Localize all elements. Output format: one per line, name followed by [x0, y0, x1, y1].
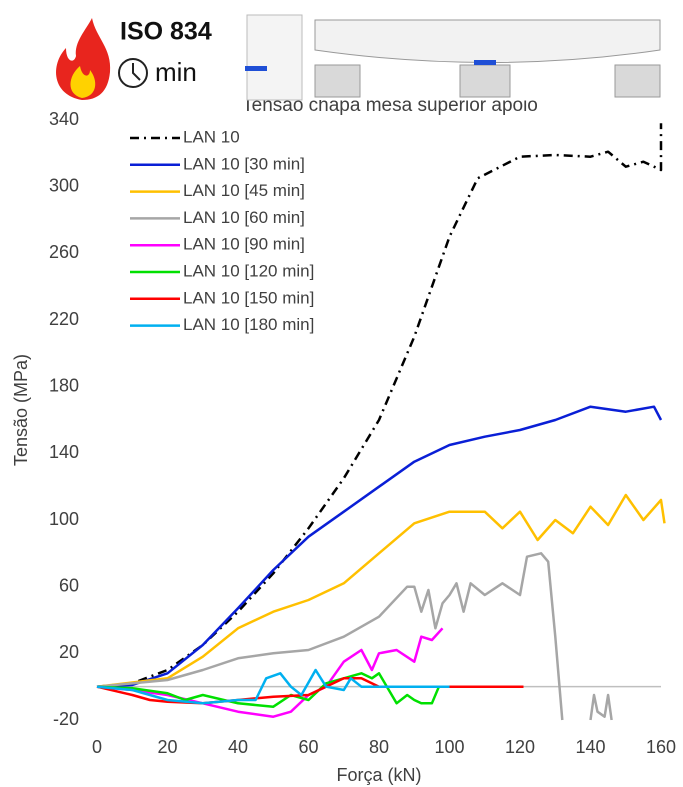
y-tick-label: 140	[49, 442, 79, 462]
legend-label: LAN 10 [90 min]	[183, 235, 305, 254]
legend-label: LAN 10 [45 min]	[183, 181, 305, 200]
clock-icon	[118, 58, 148, 88]
x-tick-label: 160	[646, 737, 676, 757]
y-tick-label: 100	[49, 509, 79, 529]
header-badge: ISO 834	[120, 18, 212, 46]
x-tick-label: 0	[92, 737, 102, 757]
x-tick-label: 80	[369, 737, 389, 757]
series-line	[96, 123, 663, 688]
series-line	[96, 552, 613, 721]
y-tick-label: 60	[59, 575, 79, 595]
legend-label: LAN 10	[183, 127, 240, 146]
x-tick-label: 40	[228, 737, 248, 757]
header-image: ISO 834 min	[56, 14, 661, 101]
fire-core	[70, 66, 96, 98]
chart-title: Tensão chapa mesa superior apoio	[242, 95, 538, 116]
y-axis-title: Tensão (MPa)	[11, 354, 31, 466]
support-middle	[459, 64, 511, 98]
series-line	[96, 668, 450, 705]
y-tick-label: 300	[49, 175, 79, 195]
y-tick-label: 20	[59, 642, 79, 662]
x-axis-title: Força (kN)	[337, 765, 422, 785]
legend-label: LAN 10 [30 min]	[183, 154, 305, 173]
y-tick-label: 260	[49, 242, 79, 262]
section-plate	[245, 66, 267, 71]
y-tick-label: 340	[49, 109, 79, 129]
x-tick-label: 140	[575, 737, 605, 757]
fire-icon	[56, 18, 111, 100]
y-tick-label: 220	[49, 309, 79, 329]
legend-label: LAN 10 [180 min]	[183, 315, 314, 334]
section-diagram	[246, 14, 303, 101]
x-tick-label: 100	[434, 737, 464, 757]
beam-diagram	[314, 19, 661, 63]
series-line	[96, 672, 441, 708]
header-unit: min	[155, 57, 197, 87]
support-left	[314, 64, 361, 98]
clock-hands	[132, 63, 141, 81]
series-line	[96, 405, 663, 688]
support-right	[614, 64, 661, 98]
legend-label: LAN 10 [120 min]	[183, 261, 314, 280]
y-tick-label: -20	[53, 709, 79, 729]
x-tick-label: 20	[157, 737, 177, 757]
x-tick-label: 60	[298, 737, 318, 757]
series-line	[96, 627, 444, 718]
legend-label: LAN 10 [150 min]	[183, 288, 314, 307]
y-tick-label: 180	[49, 375, 79, 395]
beam-plate	[474, 60, 496, 65]
x-tick-label: 120	[505, 737, 535, 757]
legend-label: LAN 10 [60 min]	[183, 208, 305, 227]
series-line	[96, 493, 666, 688]
